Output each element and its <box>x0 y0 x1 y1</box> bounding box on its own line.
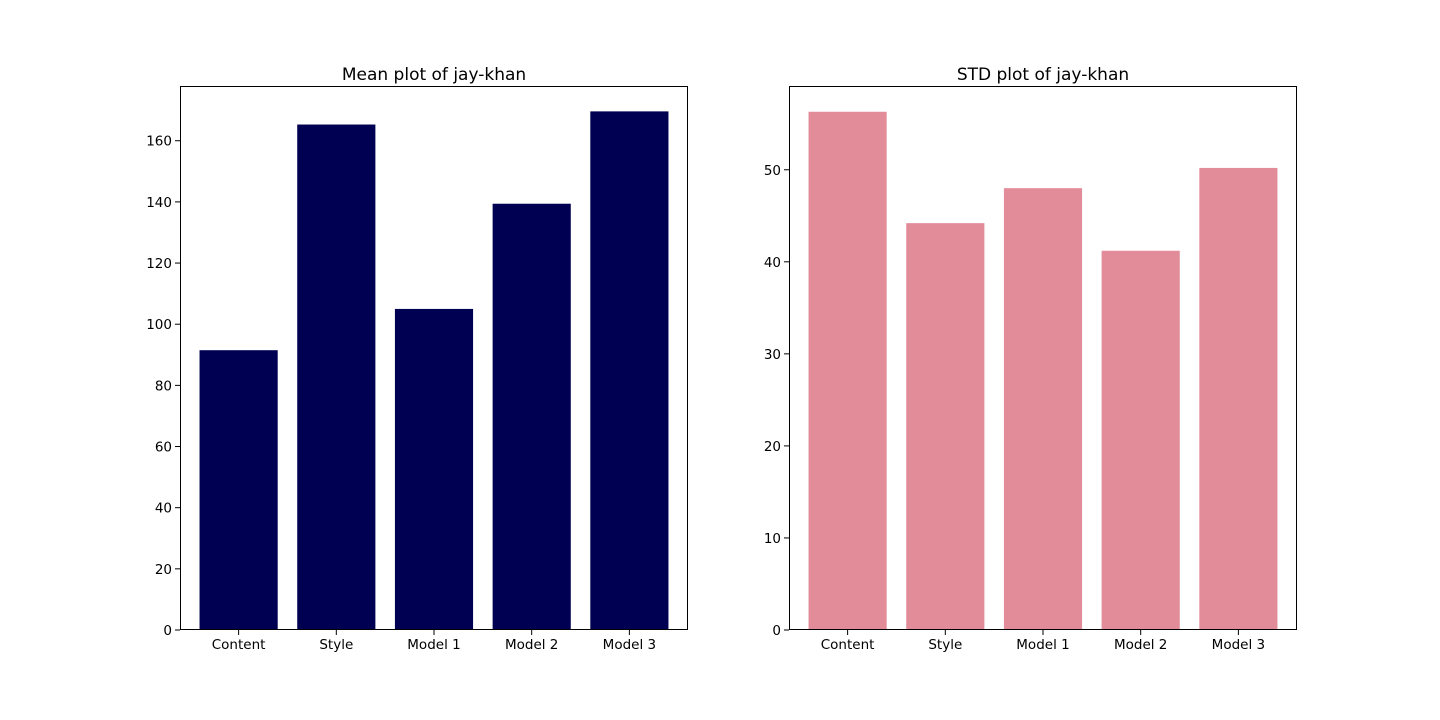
mean-bar-model-3 <box>590 111 669 630</box>
std-chart-panel: STD plot of jay-khan Content Style Model 1 M… <box>764 65 1297 653</box>
mean-y-tick-label: 60 <box>155 440 172 456</box>
std-x-tick-label: Model 2 <box>1114 637 1167 653</box>
std-x-tick-label: Model 3 <box>1212 637 1265 653</box>
mean-y-tick-label: 160 <box>146 134 172 150</box>
mean-chart-panel: Mean plot of jay-khan Content Style Model 1… <box>146 65 688 653</box>
mean-y-tick-label: 140 <box>146 195 172 211</box>
mean-bar-model-2 <box>492 203 571 630</box>
std-y-tick-label: 40 <box>764 255 781 271</box>
mean-x-tick-label: Content <box>212 637 266 653</box>
mean-y-tick-label: 20 <box>155 562 172 578</box>
std-bar-style <box>906 223 985 631</box>
mean-bar-style <box>297 124 376 630</box>
mean-x-tick-label: Style <box>319 637 353 653</box>
mean-x-tick-label: Model 2 <box>505 637 558 653</box>
mean-x-tick-label: Model 1 <box>407 637 460 653</box>
mean-y-tick-label: 100 <box>146 317 172 333</box>
std-x-tick-label: Style <box>928 637 962 653</box>
mean-axes-frame <box>180 86 688 630</box>
mean-bar-content <box>199 350 278 630</box>
std-x-tick-label: Content <box>821 637 875 653</box>
std-y-tick-label: 0 <box>772 623 781 639</box>
std-bar-model-1 <box>1003 188 1083 630</box>
std-y-tick-label: 20 <box>764 439 781 455</box>
mean-y-tick-label: 80 <box>155 378 172 394</box>
mean-y-tick-label: 120 <box>146 256 172 272</box>
std-y-tick-label: 50 <box>764 163 781 179</box>
mean-bar-model-1 <box>394 308 474 630</box>
std-bar-content <box>808 111 887 631</box>
mean-y-tick-label: 0 <box>163 623 172 639</box>
mean-x-tick-label: Model 3 <box>603 637 656 653</box>
mean-chart-title: Mean plot of jay-khan <box>342 65 526 85</box>
std-bar-model-2 <box>1101 250 1180 630</box>
std-x-tick-label: Model 1 <box>1016 637 1069 653</box>
std-y-tick-label: 10 <box>764 531 781 547</box>
std-chart-title: STD plot of jay-khan <box>957 65 1129 85</box>
std-bar-model-3 <box>1199 167 1278 630</box>
std-axes-frame <box>789 86 1297 630</box>
mean-y-tick-label: 40 <box>155 501 172 517</box>
std-y-tick-label: 30 <box>764 347 781 363</box>
